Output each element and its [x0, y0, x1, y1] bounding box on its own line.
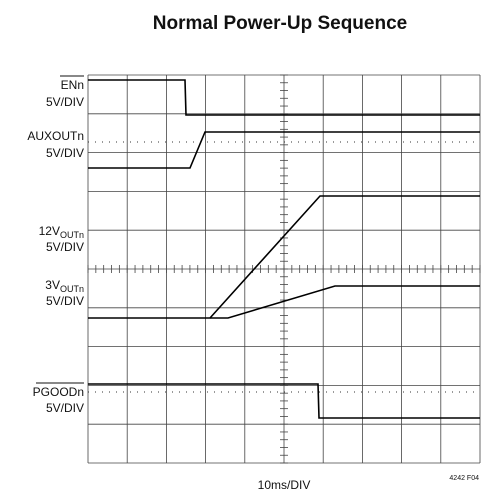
channel-label: AUXOUTn [27, 129, 84, 143]
channel-label: 3VOUTn [45, 278, 84, 294]
channel-scale: 5V/DIV [46, 146, 84, 160]
auxout-trace [88, 131, 480, 169]
channel-scale: 5V/DIV [46, 95, 84, 109]
v3-trace [210, 285, 480, 319]
scope-grid [87, 74, 481, 464]
channel-label: PGOODn [33, 385, 84, 399]
timebase: 10ms/DIV [258, 478, 311, 492]
channel-subscript: OUTn [60, 284, 84, 294]
channel-scale: 5V/DIV [46, 294, 84, 308]
channel-subscript: OUTn [60, 230, 84, 240]
channel-name: 12V [39, 224, 60, 238]
pgood-trace [88, 383, 480, 419]
channel-label: ENn [61, 78, 84, 92]
channel-label: 12VOUTn [39, 224, 84, 240]
enn-trace [88, 79, 480, 116]
figure-id: 4242 F04 [449, 475, 479, 482]
title: Normal Power-Up Sequence [153, 13, 407, 34]
channel-scale: 5V/DIV [46, 240, 84, 254]
channel-name: 3V [45, 278, 60, 292]
v12-trace [88, 195, 480, 319]
channel-scale: 5V/DIV [46, 401, 84, 415]
